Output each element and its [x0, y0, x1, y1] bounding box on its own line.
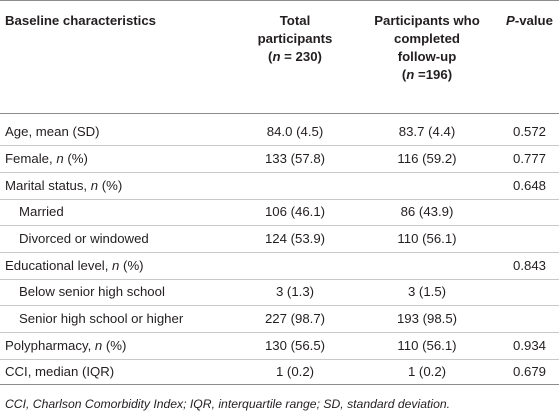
row-completed-value: 86 (43.9) — [400, 204, 454, 219]
row-completed-value: 116 (59.2) — [397, 151, 457, 166]
row-pvalue: 0.843 — [512, 258, 546, 273]
row-divider — [0, 145, 559, 146]
row-divider — [0, 305, 559, 306]
row-divider — [0, 225, 559, 226]
row-completed-value: 193 (98.5) — [396, 311, 458, 326]
row-pvalue: 0.777 — [512, 151, 546, 166]
row-label: Below senior high school — [19, 284, 165, 299]
row-label: Married — [19, 204, 64, 219]
header-characteristic: Baseline characteristics — [5, 13, 157, 28]
header-total-line: participants — [257, 31, 333, 46]
row-total-value: 1 (0.2) — [275, 364, 315, 379]
row-pvalue: 0.648 — [512, 178, 546, 193]
row-total-value: 84.0 (4.5) — [266, 124, 324, 139]
header-completed: Participants who completed follow-up (n … — [357, 12, 497, 84]
row-label: Educational level, n (%) — [5, 258, 144, 273]
header-rule — [0, 113, 559, 114]
row-label: Senior high school or higher — [19, 311, 184, 326]
bottom-rule — [0, 384, 559, 385]
header-completed-n: (n =196) — [401, 67, 453, 82]
row-divider — [0, 332, 559, 333]
top-rule — [0, 0, 559, 1]
row-divider — [0, 172, 559, 173]
header-total: Total participants (n = 230) — [240, 12, 350, 66]
row-total-value: 124 (53.9) — [264, 231, 326, 246]
row-divider — [0, 279, 559, 280]
row-completed-value: 1 (0.2) — [407, 364, 447, 379]
row-label: Polypharmacy, n (%) — [5, 338, 127, 353]
row-divider — [0, 252, 559, 253]
row-completed-value: 3 (1.5) — [407, 284, 447, 299]
row-label: Female, n (%) — [5, 151, 88, 166]
header-pvalue: P-value — [506, 13, 553, 28]
row-completed-value: 110 (56.1) — [397, 338, 457, 353]
row-total-value: 130 (56.5) — [264, 338, 326, 353]
row-total-value: 3 (1.3) — [275, 284, 315, 299]
row-total-value: 227 (98.7) — [264, 311, 326, 326]
row-label: CCI, median (IQR) — [5, 364, 115, 379]
header-total-n: (n = 230) — [268, 49, 322, 64]
row-completed-value: 110 (56.1) — [397, 231, 457, 246]
header-completed-line: completed — [394, 31, 460, 46]
row-pvalue: 0.934 — [512, 338, 546, 353]
row-pvalue: 0.679 — [512, 364, 546, 379]
row-label: Age, mean (SD) — [5, 124, 100, 139]
header-total-line: Total — [279, 13, 311, 28]
header-completed-line: Participants who — [374, 13, 480, 28]
header-completed-line: follow-up — [397, 49, 457, 64]
row-pvalue: 0.572 — [512, 124, 546, 139]
row-total-value: 106 (46.1) — [264, 204, 326, 219]
row-divider — [0, 359, 559, 360]
row-completed-value: 83.7 (4.4) — [398, 124, 456, 139]
row-total-value: 133 (57.8) — [264, 151, 326, 166]
footnote: CCI, Charlson Comorbidity Index; IQR, in… — [5, 397, 451, 411]
row-divider — [0, 199, 559, 200]
row-label: Marital status, n (%) — [5, 178, 123, 193]
row-label: Divorced or windowed — [19, 231, 149, 246]
